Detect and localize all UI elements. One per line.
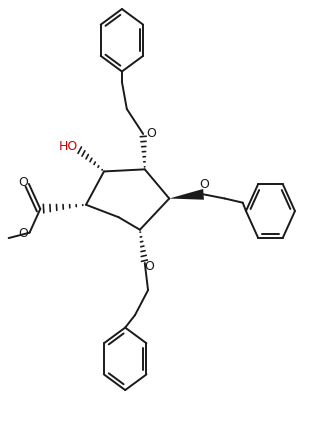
Polygon shape xyxy=(169,189,204,200)
Text: O: O xyxy=(19,227,29,240)
Text: O: O xyxy=(145,260,155,273)
Text: O: O xyxy=(18,176,28,189)
Text: O: O xyxy=(200,178,209,191)
Text: HO: HO xyxy=(59,140,78,153)
Text: O: O xyxy=(146,127,156,140)
